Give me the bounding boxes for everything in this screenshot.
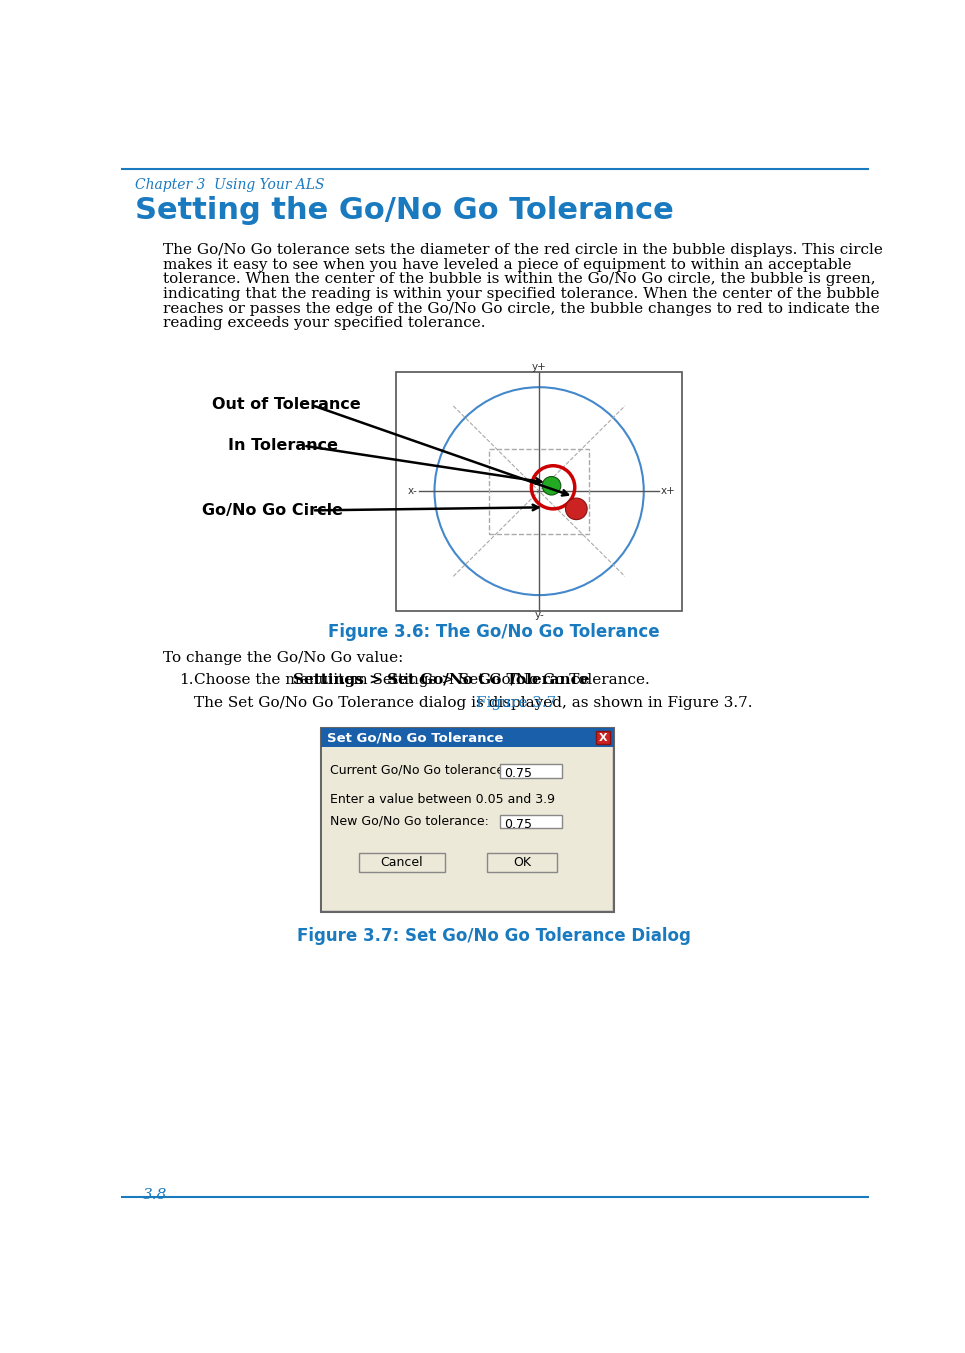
Text: Chapter 3  Using Your ALS: Chapter 3 Using Your ALS — [134, 177, 324, 192]
Bar — [487, 852, 557, 871]
Text: Out of Tolerance: Out of Tolerance — [212, 398, 361, 413]
Text: indicating that the reading is within your specified tolerance. When the center : indicating that the reading is within yo… — [163, 287, 880, 302]
Text: makes it easy to see when you have leveled a piece of equipment to within an acc: makes it easy to see when you have level… — [163, 258, 852, 272]
Text: To change the Go/No Go value:: To change the Go/No Go value: — [163, 651, 403, 666]
Text: reading exceeds your specified tolerance.: reading exceeds your specified tolerance… — [163, 317, 485, 330]
Text: 0.75: 0.75 — [505, 817, 533, 831]
Bar — [322, 747, 612, 911]
Bar — [501, 815, 563, 828]
Text: tolerance. When the center of the bubble is within the Go/No Go circle, the bubb: tolerance. When the center of the bubble… — [163, 272, 876, 287]
Text: reaches or passes the edge of the Go/No Go circle, the bubble changes to red to : reaches or passes the edge of the Go/No … — [163, 302, 880, 315]
Text: Go/No Go Circle: Go/No Go Circle — [202, 503, 343, 518]
Text: Figure 3.6: The Go/No Go Tolerance: Figure 3.6: The Go/No Go Tolerance — [328, 622, 660, 641]
Text: OK: OK — [513, 856, 531, 869]
Text: y-: y- — [535, 610, 544, 621]
Bar — [596, 731, 611, 744]
Text: Cancel: Cancel — [380, 856, 424, 869]
Bar — [501, 763, 563, 778]
Bar — [320, 728, 614, 747]
Bar — [488, 449, 590, 533]
Bar — [359, 852, 445, 871]
Text: 1.: 1. — [179, 672, 193, 687]
Text: The Set Go/No Go Tolerance dialog is displayed, as shown in Figure 3.7.: The Set Go/No Go Tolerance dialog is dis… — [194, 695, 753, 710]
Text: Settings > Set Go/No Go Tolerance: Settings > Set Go/No Go Tolerance — [292, 672, 590, 687]
Text: y+: y+ — [532, 361, 546, 372]
Text: The Go/No Go tolerance sets the diameter of the red circle in the bubble display: The Go/No Go tolerance sets the diameter… — [163, 244, 883, 257]
Text: New Go/No Go tolerance:: New Go/No Go tolerance: — [330, 815, 488, 828]
Text: x-: x- — [407, 486, 418, 497]
Text: x+: x+ — [661, 486, 676, 497]
Text: 3.8: 3.8 — [142, 1188, 167, 1201]
Text: Setting the Go/No Go Tolerance: Setting the Go/No Go Tolerance — [134, 196, 674, 225]
Text: In Tolerance: In Tolerance — [228, 438, 338, 453]
Text: Set Go/No Go Tolerance: Set Go/No Go Tolerance — [327, 731, 503, 744]
Circle shape — [565, 498, 587, 520]
Text: Enter a value between 0.05 and 3.9: Enter a value between 0.05 and 3.9 — [330, 793, 555, 806]
Text: Choose the menu item Settings > Set Go/No Go Tolerance.: Choose the menu item Settings > Set Go/N… — [194, 672, 650, 687]
Bar — [396, 372, 682, 610]
Text: Current Go/No Go tolerance:: Current Go/No Go tolerance: — [330, 763, 509, 777]
Text: Figure 3.7: Figure 3.7 — [476, 695, 556, 710]
Circle shape — [542, 476, 561, 495]
Text: X: X — [599, 732, 608, 743]
Text: Figure 3.7: Set Go/No Go Tolerance Dialog: Figure 3.7: Set Go/No Go Tolerance Dialo… — [297, 927, 691, 944]
Text: 0.75: 0.75 — [505, 767, 533, 779]
Bar — [320, 728, 614, 912]
